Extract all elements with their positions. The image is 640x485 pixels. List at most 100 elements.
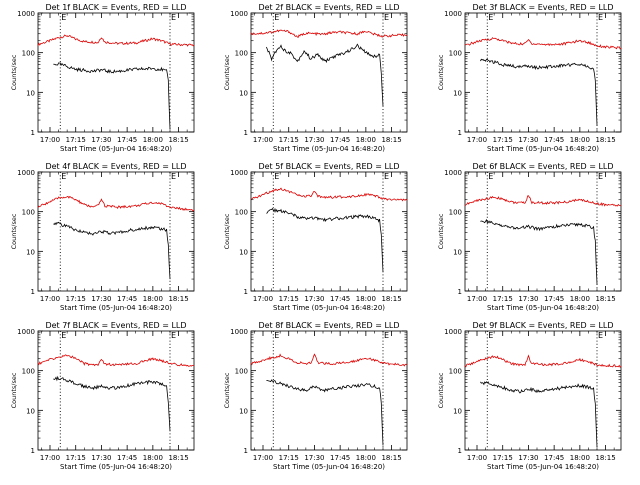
x-tick-label: 18:00 [143, 454, 163, 462]
lld-series-line [464, 195, 622, 207]
plot-frame [37, 330, 195, 451]
x-tick-label: 18:15 [168, 295, 188, 303]
y-tick-label: 10 [239, 407, 248, 415]
x-tick-label: 17:45 [330, 295, 350, 303]
y-tick-label: 1 [244, 288, 248, 296]
x-tick-label: 17:45 [544, 136, 564, 144]
y-tick-label: 1 [244, 447, 248, 455]
x-tick-label: 17:45 [544, 454, 564, 462]
y-tick-label: 10 [239, 89, 248, 97]
lld-series-line [37, 354, 195, 367]
event-marker-label: E [598, 13, 603, 22]
x-tick-label: 17:15 [279, 454, 299, 462]
x-tick-label: 18:00 [356, 454, 376, 462]
panel: Det 6f BLACK = Events, RED = LLD 1 10 100 10… [437, 162, 622, 312]
y-tick-label: 1 [458, 447, 462, 455]
panel-title: Det 6f BLACK = Events, RED = LLD [472, 162, 613, 171]
y-tick-label: 10 [453, 248, 462, 256]
plot-frame [250, 12, 408, 133]
y-tick-label: 100 [449, 209, 462, 217]
y-tick-label: 100 [22, 368, 35, 376]
events-series-line [480, 218, 598, 285]
plot-frame [250, 171, 408, 292]
panel: Det 8f BLACK = Events, RED = LLD 1 10 100 10… [223, 321, 408, 471]
y-tick-label: 100 [235, 50, 248, 58]
event-marker-label: E [61, 331, 66, 340]
y-axis-label: Counts/sec [10, 372, 18, 408]
y-tick-label: 1000 [230, 328, 248, 336]
x-tick-label: 17:30 [304, 136, 324, 144]
x-tick-label: 17:30 [91, 136, 111, 144]
x-tick-label: 17:45 [117, 295, 137, 303]
x-tick-label: 17:30 [91, 454, 111, 462]
event-marker-label: E [488, 331, 493, 340]
x-tick-label: 17:15 [66, 136, 86, 144]
x-axis-label: Start Time (05-Jun-04 16:48:20) [487, 463, 599, 471]
x-axis-label: Start Time (05-Jun-04 16:48:20) [60, 145, 172, 153]
x-tick-label: 18:15 [595, 454, 615, 462]
x-tick-label: 17:45 [117, 454, 137, 462]
panel-title: Det 9f BLACK = Events, RED = LLD [472, 321, 613, 330]
event-marker-label: E [488, 13, 493, 22]
panel-title: Det 4f BLACK = Events, RED = LLD [45, 162, 186, 171]
y-axis-label: Counts/sec [223, 213, 231, 249]
y-tick-label: 10 [26, 248, 35, 256]
x-tick-label: 17:30 [91, 295, 111, 303]
panel-title: Det 2f BLACK = Events, RED = LLD [258, 3, 399, 12]
y-tick-label: 1000 [17, 10, 35, 18]
y-tick-label: 1000 [17, 169, 35, 177]
event-marker-label: E [598, 331, 603, 340]
y-tick-label: 1000 [444, 328, 462, 336]
x-axis-label: Start Time (05-Jun-04 16:48:20) [273, 145, 385, 153]
y-tick-label: 1 [458, 288, 462, 296]
y-tick-label: 100 [449, 50, 462, 58]
x-tick-label: 17:00 [253, 454, 273, 462]
x-tick-label: 17:00 [40, 454, 60, 462]
y-tick-label: 1000 [444, 10, 462, 18]
panel: Det 5f BLACK = Events, RED = LLD 1 10 100 10… [223, 162, 408, 312]
event-marker-label: E [171, 13, 176, 22]
x-tick-label: 18:15 [381, 136, 401, 144]
panel: Det 3f BLACK = Events, RED = LLD 1 10 100 10… [437, 3, 622, 153]
x-tick-label: 17:15 [493, 295, 513, 303]
x-axis-label: Start Time (05-Jun-04 16:48:20) [60, 304, 172, 312]
event-marker-label: E [274, 172, 279, 181]
x-tick-label: 18:00 [143, 136, 163, 144]
event-marker-label: E [274, 331, 279, 340]
x-tick-label: 17:30 [518, 454, 538, 462]
y-tick-label: 100 [235, 209, 248, 217]
events-series-line [266, 43, 384, 107]
x-tick-label: 17:15 [493, 454, 513, 462]
event-marker-label: E [488, 172, 493, 181]
plot-frame [464, 171, 622, 292]
lld-series-line [464, 37, 622, 50]
panel: Det 7f BLACK = Events, RED = LLD 1 10 100 10… [10, 321, 195, 471]
panel: Det 1f BLACK = Events, RED = LLD 1 10 100 10… [10, 3, 195, 153]
event-marker-label: E [171, 331, 176, 340]
y-tick-label: 1 [458, 129, 462, 137]
event-marker-label: E [384, 331, 389, 340]
x-tick-label: 17:30 [518, 136, 538, 144]
y-tick-label: 100 [235, 368, 248, 376]
events-series-line [480, 381, 598, 447]
event-marker-label: E [171, 172, 176, 181]
y-tick-label: 10 [239, 248, 248, 256]
x-tick-label: 17:00 [467, 295, 487, 303]
y-tick-label: 1000 [230, 169, 248, 177]
panel-title: Det 7f BLACK = Events, RED = LLD [45, 321, 186, 330]
y-tick-label: 1 [31, 447, 35, 455]
plot-frame [37, 171, 195, 292]
y-tick-label: 100 [22, 209, 35, 217]
x-tick-label: 17:00 [467, 136, 487, 144]
y-tick-label: 10 [26, 89, 35, 97]
x-tick-label: 18:15 [168, 136, 188, 144]
x-tick-label: 18:15 [595, 136, 615, 144]
y-axis-label: Counts/sec [10, 54, 18, 90]
lld-series-line [464, 354, 622, 368]
x-axis-label: Start Time (05-Jun-04 16:48:20) [273, 463, 385, 471]
x-tick-label: 17:30 [518, 295, 538, 303]
events-series-line [53, 375, 171, 432]
x-tick-label: 17:45 [544, 295, 564, 303]
x-tick-label: 18:00 [570, 295, 590, 303]
